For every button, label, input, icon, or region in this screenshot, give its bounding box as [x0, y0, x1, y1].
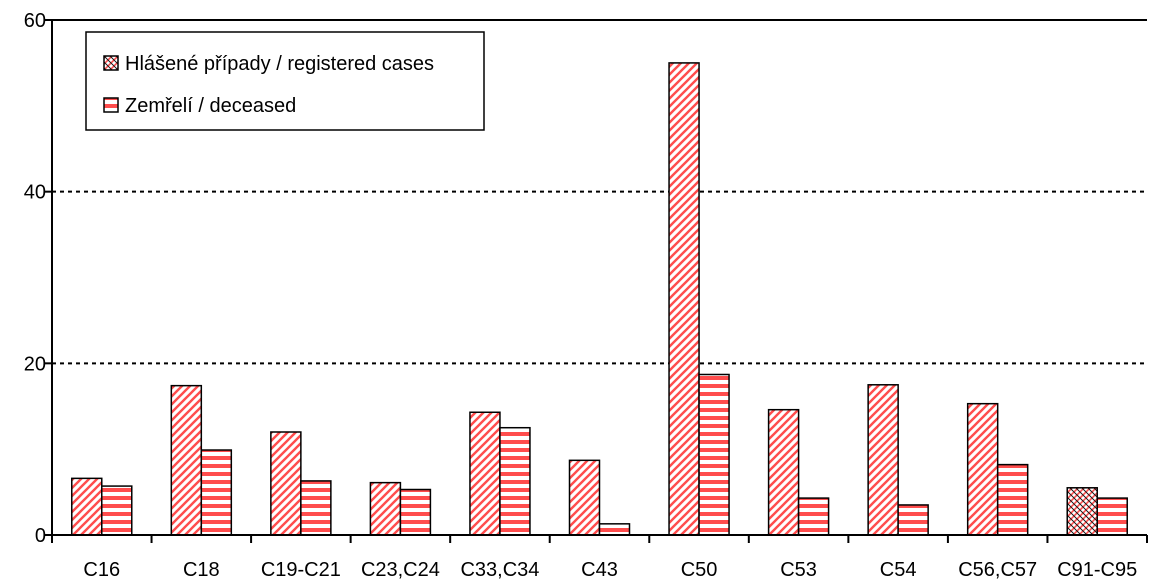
- bar-deceased-C50: [698, 373, 730, 536]
- bar-deceased-C54: [897, 504, 929, 536]
- bar-registered-C91-C95: [1066, 487, 1098, 536]
- bar-deceased-C33,C34: [499, 426, 531, 536]
- x-tick-label: C19-C21: [261, 559, 341, 581]
- bar-registered-C18: [170, 384, 203, 536]
- legend-swatch-deceased: [103, 97, 119, 113]
- bar-deceased-C19-C21: [300, 480, 332, 536]
- bar-deceased-C91-C95: [1096, 497, 1128, 536]
- y-tick-labels: 0 20 40 60: [24, 10, 46, 547]
- y-tick-label: 0: [35, 525, 46, 547]
- bar-registered-C19-C21: [270, 431, 302, 536]
- legend-label-registered: Hlášené případy / registered cases: [125, 53, 434, 75]
- x-tick-label: C50: [681, 559, 718, 581]
- bar-registered-C50: [668, 62, 700, 536]
- x-tick-label: C18: [183, 559, 220, 581]
- legend-label-deceased: Zemřelí / deceased: [125, 95, 296, 117]
- x-tick-label: C56,C57: [958, 559, 1037, 581]
- bar-deceased-C56,C57: [996, 463, 1029, 536]
- bar-deceased-C23,C24: [399, 488, 432, 536]
- bar-registered-C33,C34: [469, 411, 501, 536]
- x-tick-label: C54: [880, 559, 917, 581]
- x-tick-label: C91-C95: [1057, 559, 1137, 581]
- x-tick-labels: C16 C18 C19-C21 C23,C24 C33,C34 C43 C50 C53 C54 C…: [83, 559, 1137, 581]
- y-tick-label: 60: [24, 10, 46, 32]
- x-tick-label: C16: [83, 559, 120, 581]
- axes: [45, 19, 1148, 543]
- bar-deceased-C43: [598, 523, 631, 536]
- y-tick-label: 20: [24, 353, 46, 375]
- y-tick-label: 40: [24, 182, 46, 204]
- legend-box: [85, 31, 485, 131]
- bar-registered-C53: [767, 408, 800, 536]
- bar-deceased-C53: [797, 497, 830, 536]
- x-tick-label: C43: [581, 559, 618, 581]
- bar-registered-C54: [867, 384, 899, 536]
- bars: [71, 62, 1128, 536]
- bar-registered-C23,C24: [369, 481, 402, 536]
- legend-swatch-registered: [103, 55, 119, 71]
- x-tick-label: C23,C24: [361, 559, 440, 581]
- bar-deceased-C16: [101, 485, 133, 536]
- x-tick-label: C53: [780, 559, 817, 581]
- bar-deceased-C18: [200, 449, 233, 536]
- bar-registered-C16: [71, 477, 103, 536]
- x-tick-label: C33,C34: [460, 559, 539, 581]
- legend: Hlášené případy / registered cases Zemře…: [85, 31, 485, 131]
- bar-registered-C56,C57: [966, 402, 999, 536]
- bar-registered-C43: [568, 459, 601, 536]
